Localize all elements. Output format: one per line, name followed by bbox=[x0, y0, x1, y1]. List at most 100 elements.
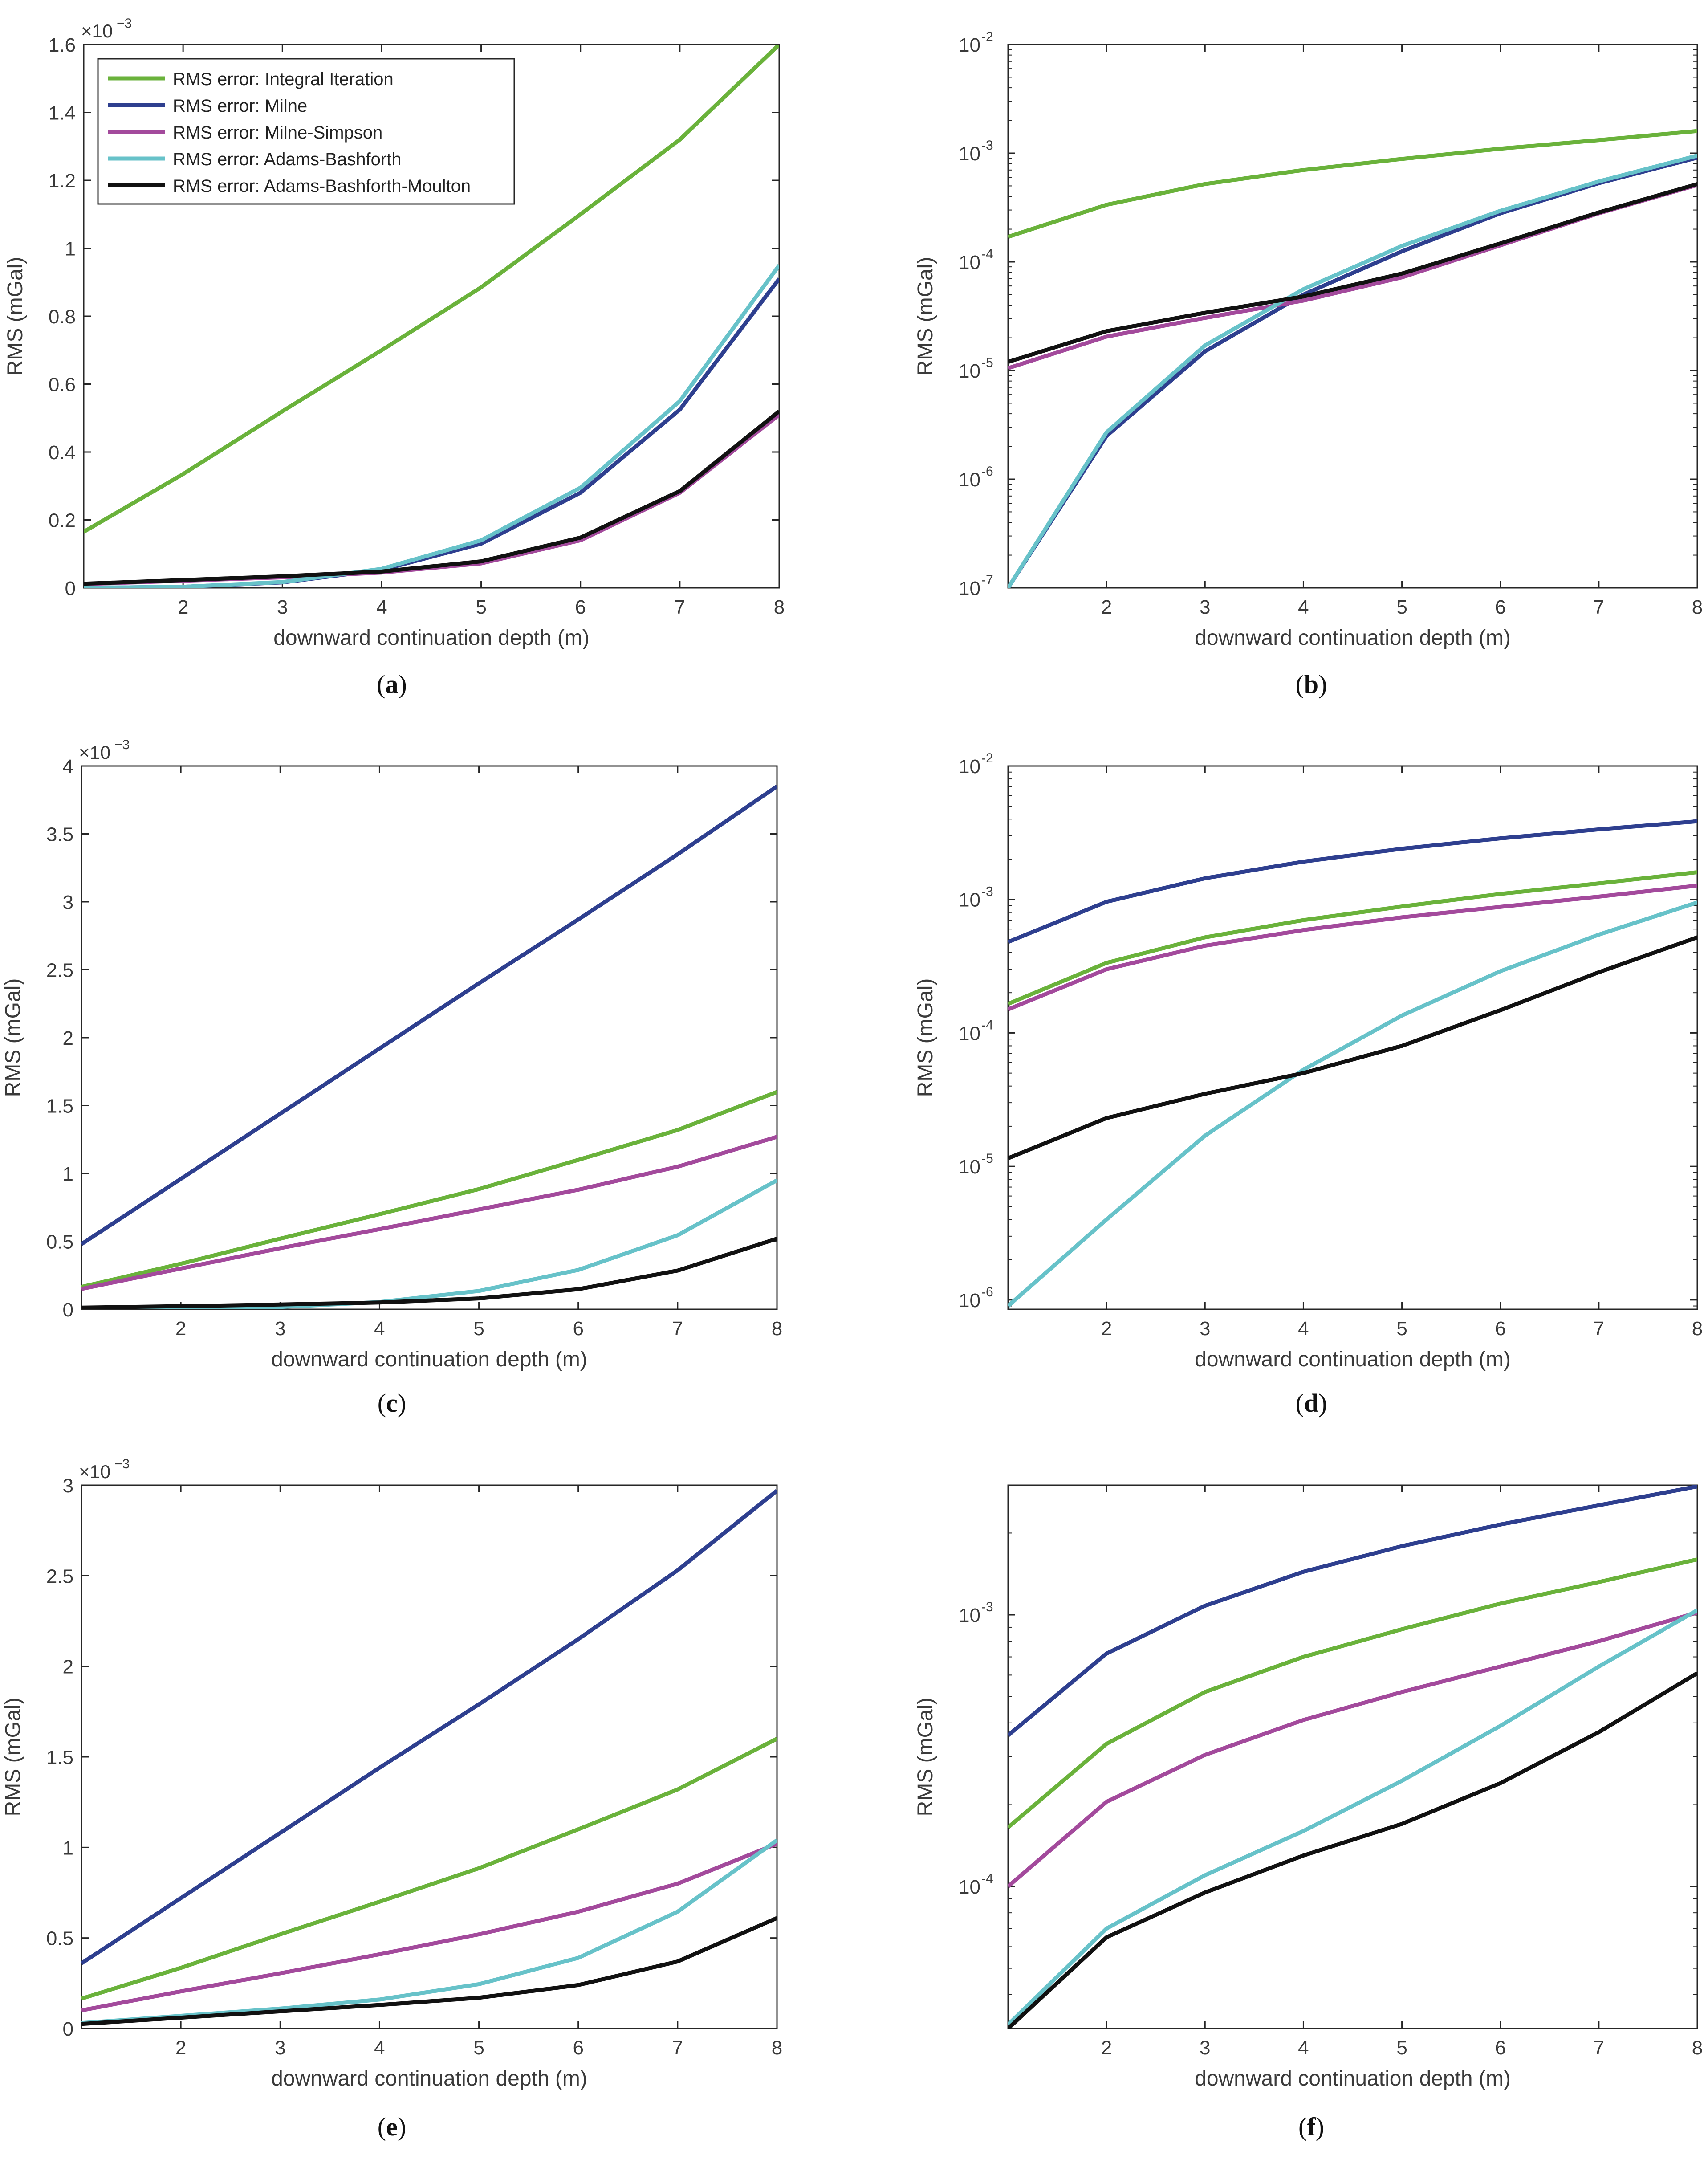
x-tick-label: 5 bbox=[1396, 1318, 1407, 1340]
y-axis-title: RMS (mGal) bbox=[914, 978, 937, 1097]
x-tick-label: 4 bbox=[376, 596, 387, 618]
series-line-milne bbox=[1008, 1485, 1697, 1737]
y-tick-label: 0.5 bbox=[46, 1928, 73, 1950]
panel-caption: (c) bbox=[378, 1389, 406, 1418]
plot-area-frame bbox=[81, 765, 778, 1310]
series-line-milne bbox=[84, 277, 779, 588]
panel-caption: (f) bbox=[1298, 2112, 1324, 2141]
x-tick-label: 5 bbox=[473, 1318, 484, 1340]
x-tick-label: 7 bbox=[1594, 2037, 1604, 2059]
legend-entry: RMS error: Adams-Bashforth bbox=[108, 150, 402, 169]
y-tick-label-exponent: -5 bbox=[981, 355, 993, 370]
x-tick-label: 8 bbox=[1692, 596, 1703, 618]
y-tick-label-exponent: -6 bbox=[981, 1285, 993, 1299]
y-tick-label-exponent: -3 bbox=[981, 1600, 993, 1614]
y-tick-label: 10 bbox=[959, 578, 980, 599]
legend-entry: RMS error: Milne bbox=[108, 96, 307, 116]
y-axis-multiplier-exponent: −3 bbox=[117, 16, 132, 31]
y-tick-label: 1 bbox=[63, 1837, 73, 1859]
legend-entry: RMS error: Adams-Bashforth-Moulton bbox=[108, 176, 471, 196]
y-axis-title: RMS (mGal) bbox=[914, 257, 937, 376]
y-tick-label: 2.5 bbox=[46, 960, 73, 982]
y-tick-label: 0.5 bbox=[46, 1231, 73, 1253]
series-line-integral-iteration bbox=[1008, 129, 1697, 239]
y-axis-multiplier: ×10 bbox=[79, 1461, 110, 1482]
y-tick-label-exponent: -6 bbox=[981, 464, 993, 479]
y-tick-label-exponent: -4 bbox=[981, 1018, 993, 1032]
series-line-adams-bashforth bbox=[84, 264, 779, 588]
y-tick-label: 0.6 bbox=[49, 374, 76, 396]
y-tick-label: 0.2 bbox=[49, 510, 76, 532]
series-line-integral-iteration bbox=[84, 45, 779, 534]
series-line-milne-simpson bbox=[81, 1842, 777, 2012]
x-tick-label: 7 bbox=[1594, 596, 1604, 618]
series-line-milne-simpson bbox=[81, 1135, 777, 1291]
x-tick-label: 3 bbox=[1200, 2037, 1210, 2059]
y-tick-label: 1.6 bbox=[49, 34, 76, 56]
y-axis-multiplier: ×10 bbox=[79, 742, 110, 763]
panel-caption: (d) bbox=[1296, 1389, 1327, 1418]
series-line-milne bbox=[1008, 819, 1697, 944]
x-tick-label: 2 bbox=[175, 1318, 186, 1340]
y-tick-label: 10 bbox=[959, 252, 980, 273]
series-line-integral-iteration bbox=[1008, 870, 1697, 1006]
y-axis-multiplier-exponent: −3 bbox=[114, 737, 130, 752]
x-tick-label: 2 bbox=[1101, 2037, 1112, 2059]
x-tick-label: 7 bbox=[1594, 1318, 1604, 1340]
x-tick-label: 4 bbox=[1298, 1318, 1309, 1340]
x-axis-title: downward continuation depth (m) bbox=[1195, 2067, 1511, 2090]
legend-box bbox=[97, 58, 515, 205]
chart-panel-b: 2 3 4 5 6 7 810-710-610-510-410-310 -2downward … bbox=[914, 29, 1703, 699]
y-tick-label: 1.2 bbox=[49, 170, 76, 192]
y-tick-label: 0.8 bbox=[49, 306, 76, 328]
x-tick-label: 6 bbox=[573, 1318, 583, 1340]
series-line-adams-bashforth-moulton bbox=[1008, 935, 1697, 1161]
x-tick-label: 7 bbox=[672, 1318, 683, 1340]
y-tick-label: 3 bbox=[63, 1475, 73, 1497]
y-tick-label: 1.4 bbox=[49, 102, 76, 124]
x-tick-label: 6 bbox=[1495, 2037, 1505, 2059]
x-tick-label: 3 bbox=[1200, 596, 1210, 618]
y-tick-label-exponent: -7 bbox=[981, 573, 993, 587]
chart-panel-e: 2 3 4 5 6 7 8 0 0.5 1 1.5 2 2.5 3 ×10 −3 downward contin… bbox=[1, 1457, 782, 2141]
x-tick-label: 6 bbox=[1495, 596, 1505, 618]
y-axis-title: RMS (mGal) bbox=[1, 978, 25, 1097]
x-tick-label: 3 bbox=[277, 596, 288, 618]
series-line-milne bbox=[81, 1489, 777, 1965]
series-line-adams-bashforth bbox=[1008, 1608, 1697, 2026]
series-line-adams-bashforth bbox=[1008, 154, 1697, 588]
chart-panel-a: 2 3 4 5 6 7 8 0 0.2 0.4 0.6 0.8 1 1.2 1.4 1.6×10 −3 downw… bbox=[4, 16, 785, 699]
y-tick-label: 1 bbox=[65, 238, 76, 260]
y-axis-multiplier-exponent: −3 bbox=[114, 1457, 130, 1471]
y-tick-label-exponent: -3 bbox=[981, 884, 993, 899]
y-axis-title: RMS (mGal) bbox=[4, 257, 27, 376]
y-tick-label: 1.5 bbox=[46, 1747, 73, 1768]
x-tick-label: 6 bbox=[575, 596, 586, 618]
series-line-milne-simpson bbox=[1008, 1610, 1697, 1888]
y-tick-label: 10 bbox=[959, 756, 980, 778]
y-tick-label: 10 bbox=[959, 360, 980, 382]
panel-caption: (e) bbox=[378, 2112, 406, 2141]
x-tick-label: 5 bbox=[1396, 2037, 1407, 2059]
y-tick-label: 10 bbox=[959, 1022, 980, 1044]
legend-label: RMS error: Milne-Simpson bbox=[173, 123, 382, 143]
plot-area-frame bbox=[1007, 765, 1698, 1310]
y-axis-title: RMS (mGal) bbox=[914, 1698, 937, 1817]
plot-area-frame bbox=[1007, 44, 1698, 589]
legend-label: RMS error: Adams-Bashforth-Moulton bbox=[173, 176, 471, 196]
series-line-adams-bashforth bbox=[81, 1838, 777, 2025]
y-tick-label-exponent: -3 bbox=[981, 138, 993, 153]
x-tick-label: 4 bbox=[374, 1318, 385, 1340]
y-tick-label: 1 bbox=[63, 1163, 73, 1185]
x-axis-title: downward continuation depth (m) bbox=[273, 626, 590, 650]
series-line-integral-iteration bbox=[1008, 1557, 1697, 1829]
x-tick-label: 3 bbox=[1200, 1318, 1210, 1340]
legend-entry: RMS error: Milne-Simpson bbox=[108, 123, 382, 143]
x-tick-label: 2 bbox=[1101, 1318, 1112, 1340]
x-tick-label: 2 bbox=[1101, 596, 1112, 618]
legend-entry: RMS error: Integral Iteration bbox=[108, 69, 394, 89]
y-tick-label: 2 bbox=[63, 1027, 73, 1049]
x-tick-label: 5 bbox=[1396, 596, 1407, 618]
panel-caption: (a) bbox=[377, 670, 407, 699]
